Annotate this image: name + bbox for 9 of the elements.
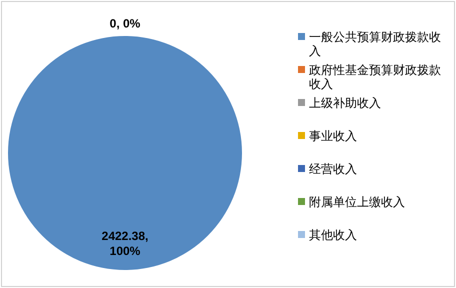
legend-label: 其他收入: [309, 228, 357, 242]
legend-label: 上级补助收入: [309, 96, 381, 110]
legend-label: 附属单位上缴收入: [309, 195, 405, 209]
data-label: 2422.38, 100%: [102, 229, 148, 258]
text: 0, 0%: [110, 16, 140, 30]
legend-label: 经营收入: [309, 162, 357, 176]
legend-label: 事业收入: [309, 129, 357, 143]
legend-label: 一般公共预算财政拨款收入: [309, 30, 442, 58]
legend-label: 政府性基金预算财政拨款收入: [309, 63, 442, 91]
